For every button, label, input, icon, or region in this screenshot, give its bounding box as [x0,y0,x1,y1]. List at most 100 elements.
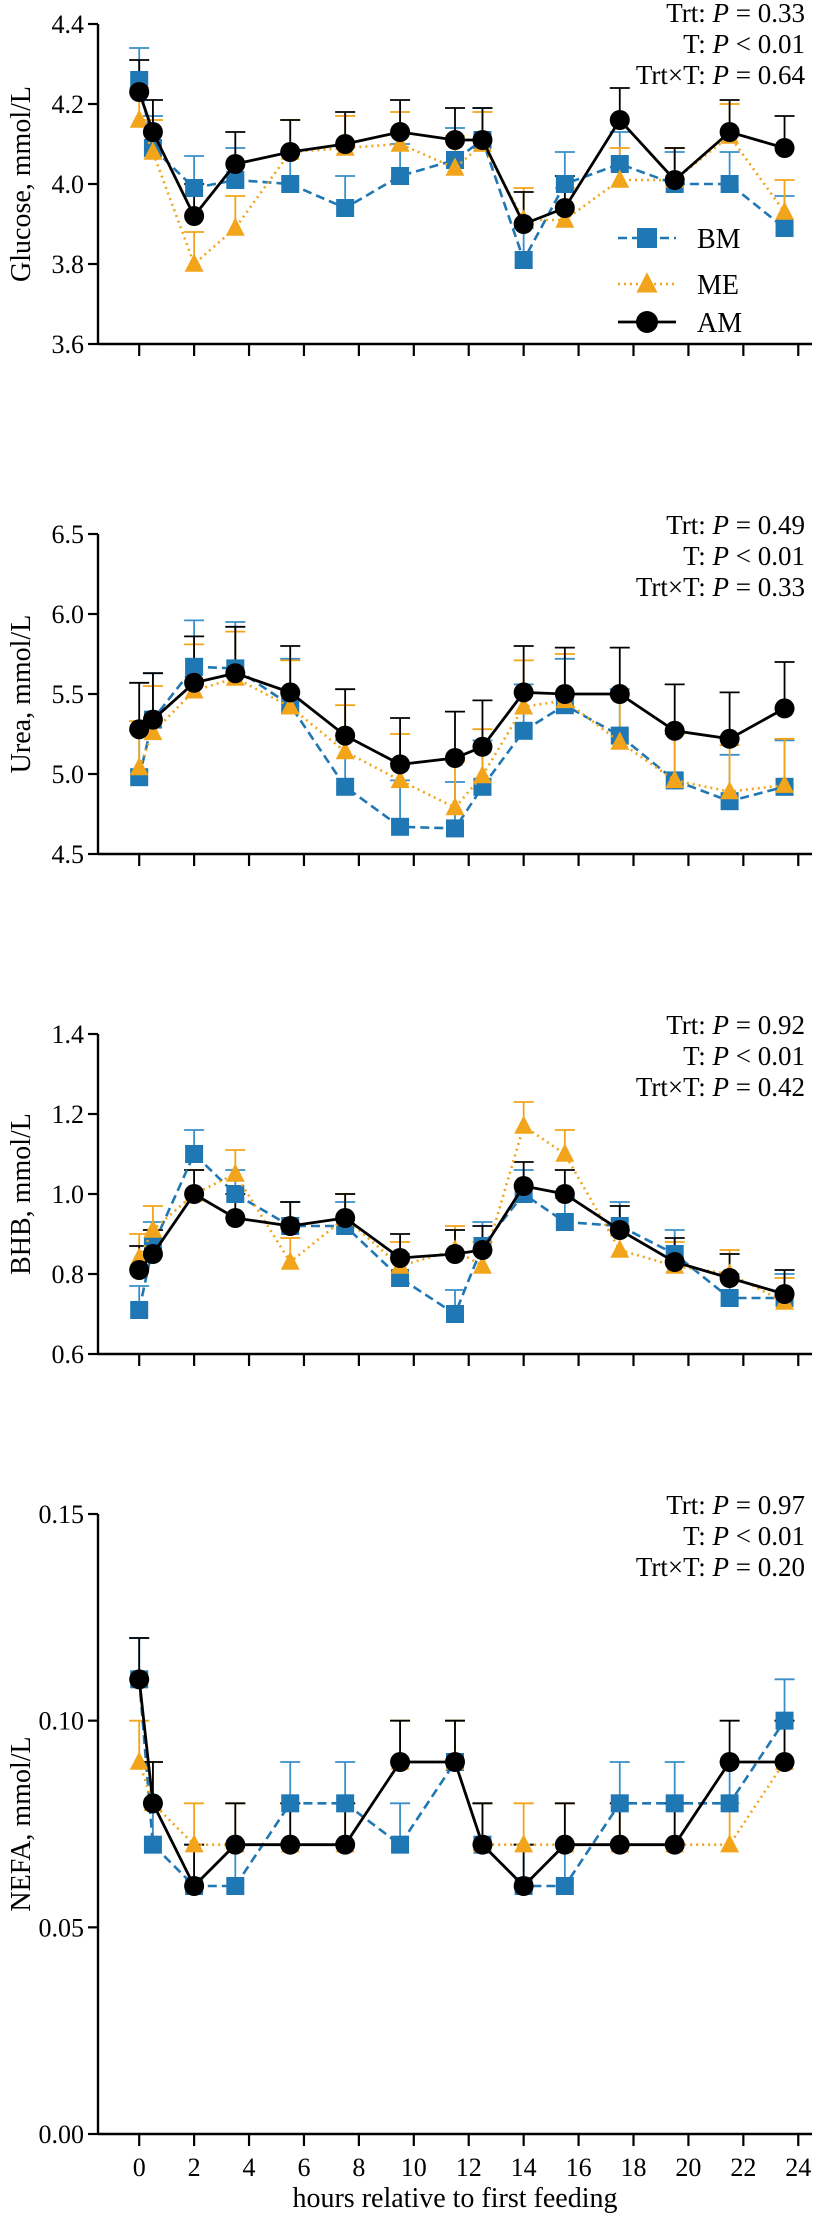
am-marker [445,1244,465,1264]
am-marker [664,170,685,190]
am-marker [142,1244,163,1264]
me-marker [514,1115,534,1134]
am-marker [390,754,411,775]
me-marker [720,780,740,800]
me-marker [665,769,685,789]
me-marker [720,1834,740,1853]
am-marker [554,684,575,704]
am-marker [513,682,534,703]
am-marker [335,134,356,154]
x-tick-label: 22 [730,2153,756,2182]
am-marker [472,1240,493,1260]
bm-marker [336,199,355,217]
bm-marker [514,251,533,269]
am-marker [664,1252,685,1272]
y-tick-label: 6.5 [52,520,85,549]
am-marker [335,725,356,746]
y-tick-label: 4.5 [52,840,85,869]
me-marker [280,1251,300,1270]
bm-marker [555,1213,574,1231]
bm-marker [185,1145,204,1163]
me-marker [129,109,149,128]
am-marker [335,1834,356,1855]
legend-label-bm: BM [697,224,741,255]
am-marker [554,198,575,218]
x-tick-label: 10 [401,2153,427,2182]
am-marker [445,1752,465,1772]
bm-marker [281,175,300,193]
me-marker [636,272,658,293]
bm-series [130,1145,794,1323]
me-marker [390,133,410,152]
me-marker [390,769,410,789]
me-marker [775,774,794,793]
x-tick-label: 16 [566,2153,592,2182]
me-marker [610,731,630,750]
me-marker [775,201,794,220]
x-tick-label: 8 [352,2153,365,2182]
y-tick-label: 0.8 [52,1260,85,1289]
me-marker [514,1834,534,1853]
am-marker [280,682,301,703]
x-tick-label: 0 [133,2153,146,2182]
y-tick-label: 4.2 [52,90,85,119]
y-tick-label: 0.00 [39,2120,85,2149]
me-marker [473,1255,492,1274]
me-marker [514,696,534,715]
am-marker [225,663,246,684]
legend-label-am: AM [697,308,742,339]
am-marker [390,1752,411,1772]
am-marker [774,1752,795,1772]
bm-marker [143,1835,162,1854]
stat-line: T: P < 0.01 [683,1041,805,1071]
y-tick-label: 5.5 [52,680,85,709]
bm-error-bars [129,619,795,829]
bm-marker [226,171,245,189]
am-marker [390,122,411,142]
am-marker [719,728,740,749]
am-marker [513,1876,534,1896]
me-marker [225,217,245,236]
am-marker [184,672,205,693]
x-tick-label: 4 [243,2153,256,2182]
stat-line: Trt×T: P = 0.33 [636,572,805,602]
me-marker [184,1834,204,1853]
am-marker [142,122,163,142]
me-marker [129,1247,149,1266]
y-tick-label: 0.05 [39,1913,85,1942]
x-tick-label: 12 [456,2153,482,2182]
am-marker [609,110,630,130]
am-marker [774,698,795,719]
bm-marker [610,155,629,173]
legend: BM ME AM [618,224,742,339]
stat-line: Trt×T: P = 0.64 [636,60,806,90]
y-tick-label: 0.15 [39,1500,85,1529]
am-marker [390,1248,411,1268]
x-tick-label: 24 [785,2153,811,2182]
am-marker [129,1260,150,1280]
bm-marker [637,228,657,248]
y-tick-label: 4.0 [52,170,85,199]
am-series [129,1669,795,1896]
me-marker [129,1751,149,1770]
me-marker [225,1163,245,1182]
am-marker [472,130,493,150]
bm-marker [665,1794,684,1813]
bm-marker [720,1794,739,1813]
am-marker [225,1834,246,1855]
bm-marker [446,1305,464,1323]
am-marker [513,1176,534,1196]
bm-marker [130,1301,149,1319]
me-marker [473,764,492,784]
x-tick-label: 20 [675,2153,701,2182]
y-axis-label: Glucose, mmol/L [6,86,37,282]
am-marker [664,720,685,741]
y-tick-label: 0.6 [52,1340,85,1369]
bm-marker [226,1185,245,1203]
am-marker [142,1793,163,1814]
stat-line: T: P < 0.01 [683,1521,805,1551]
y-tick-label: 3.8 [52,250,85,279]
bm-marker [775,219,794,237]
me-marker [143,141,163,160]
